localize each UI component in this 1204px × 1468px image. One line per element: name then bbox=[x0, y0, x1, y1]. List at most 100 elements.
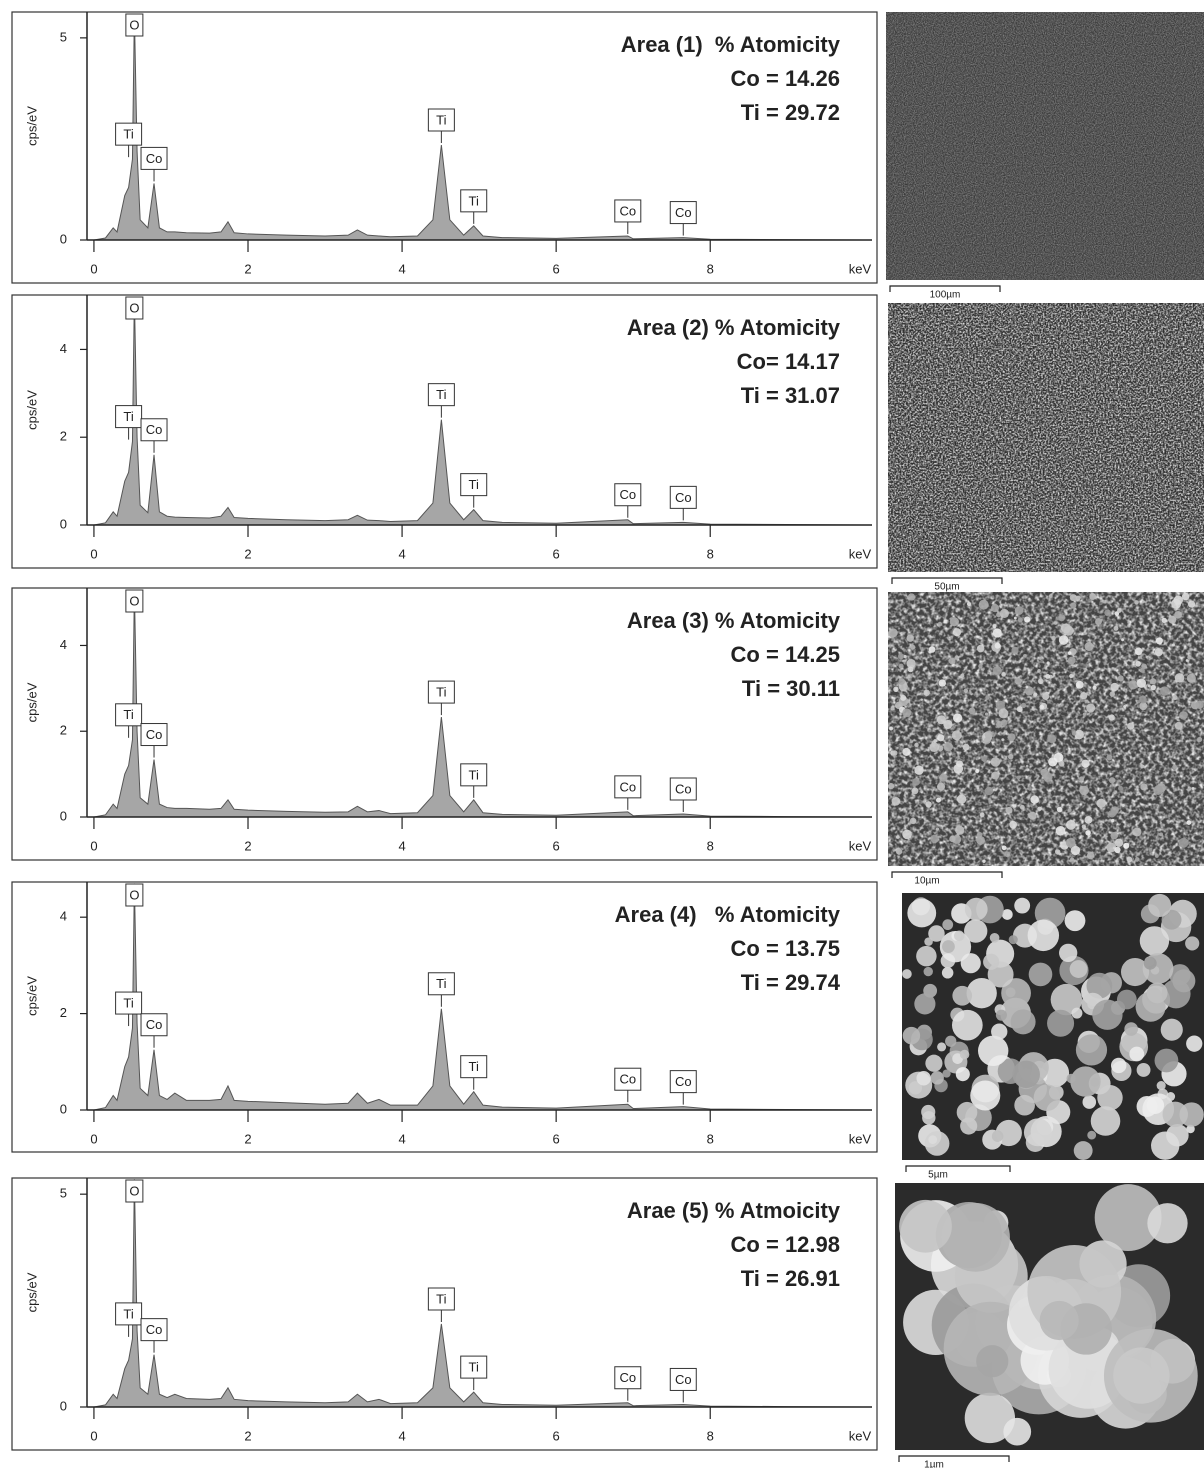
particle bbox=[937, 734, 945, 742]
particle bbox=[1071, 731, 1077, 736]
peak-label: Co bbox=[619, 487, 636, 502]
peak-box bbox=[460, 189, 488, 213]
particle bbox=[948, 657, 956, 665]
particle bbox=[1012, 1060, 1040, 1089]
particle bbox=[1109, 691, 1116, 697]
x-tick-label: 4 bbox=[398, 261, 405, 276]
peak-label: Co bbox=[619, 1072, 636, 1087]
particle bbox=[1000, 719, 1008, 726]
particle bbox=[949, 835, 956, 843]
x-tick-label: 2 bbox=[244, 1428, 251, 1443]
particle bbox=[1174, 721, 1183, 730]
peak-label: Ti bbox=[436, 1291, 446, 1306]
particle bbox=[1023, 1118, 1052, 1147]
particle bbox=[956, 794, 967, 804]
particle bbox=[1191, 786, 1195, 790]
particle bbox=[1154, 648, 1163, 657]
particle bbox=[979, 812, 985, 818]
particle bbox=[1186, 1124, 1195, 1134]
particle bbox=[959, 1049, 970, 1060]
particle bbox=[964, 919, 988, 943]
particle bbox=[960, 1117, 978, 1135]
particle bbox=[964, 1392, 1016, 1444]
particle bbox=[1140, 783, 1148, 791]
particle bbox=[1039, 704, 1045, 710]
particle bbox=[1003, 1417, 1032, 1446]
particle bbox=[1086, 972, 1113, 999]
particle bbox=[928, 925, 945, 942]
particle bbox=[924, 937, 933, 946]
particle bbox=[1168, 615, 1177, 624]
particle bbox=[888, 782, 895, 790]
particle bbox=[1197, 736, 1203, 743]
image-texture bbox=[886, 12, 1204, 280]
particle bbox=[1045, 674, 1051, 679]
particle bbox=[1110, 682, 1119, 692]
particle bbox=[1028, 787, 1032, 791]
particle bbox=[1155, 637, 1163, 645]
particle bbox=[1070, 845, 1081, 856]
peak-box bbox=[125, 589, 144, 613]
x-tick-label: 4 bbox=[398, 838, 405, 853]
annotation: Ti = 29.72 bbox=[741, 100, 840, 125]
particle bbox=[906, 634, 914, 642]
particle bbox=[928, 646, 936, 653]
peak-box bbox=[427, 680, 455, 704]
peak-box bbox=[125, 1179, 144, 1203]
peak-box bbox=[427, 383, 455, 407]
particle bbox=[1185, 936, 1200, 951]
x-axis-label: keV bbox=[849, 1428, 872, 1443]
particle bbox=[977, 1035, 1009, 1066]
y-tick-label: 4 bbox=[60, 909, 67, 924]
particle bbox=[936, 715, 946, 725]
spectrum-chart: 0 5 0 2 4 6 8 keV cps/eV Area (1) % Atomicity Co =… bbox=[11, 11, 878, 284]
particle bbox=[1051, 635, 1056, 641]
particle bbox=[1161, 617, 1167, 624]
peak-box bbox=[115, 405, 143, 429]
particle bbox=[977, 831, 983, 838]
particle bbox=[1146, 1096, 1165, 1114]
peak-box bbox=[140, 723, 168, 747]
particle bbox=[1013, 616, 1017, 620]
particle bbox=[1139, 702, 1148, 711]
peak-box bbox=[140, 1318, 168, 1342]
particle bbox=[1001, 845, 1007, 851]
particle bbox=[1001, 978, 1031, 1008]
x-tick-label: 6 bbox=[553, 1428, 560, 1443]
particle bbox=[921, 1104, 936, 1120]
particle bbox=[978, 599, 989, 610]
particle bbox=[904, 799, 907, 803]
particle bbox=[909, 817, 917, 825]
particle bbox=[907, 666, 914, 673]
x-tick-label: 4 bbox=[398, 546, 405, 561]
particle bbox=[1096, 798, 1106, 808]
particle bbox=[949, 617, 959, 627]
peak-box bbox=[140, 418, 168, 442]
particle bbox=[1081, 759, 1090, 768]
particle bbox=[966, 601, 972, 607]
peak-label: Co bbox=[146, 151, 163, 166]
particle bbox=[1005, 806, 1013, 814]
x-tick-label: 2 bbox=[244, 1131, 251, 1146]
annotation: Ti = 26.91 bbox=[741, 1266, 840, 1291]
particle bbox=[1058, 635, 1069, 645]
particle bbox=[995, 700, 1005, 710]
particle bbox=[1110, 1057, 1127, 1074]
annotation: Co= 14.17 bbox=[737, 349, 840, 374]
peak-label: O bbox=[129, 887, 139, 902]
particle bbox=[1160, 686, 1170, 696]
particle bbox=[900, 694, 907, 701]
peak-box bbox=[125, 883, 144, 907]
particle bbox=[943, 742, 953, 752]
particle bbox=[902, 1026, 921, 1045]
particle bbox=[984, 712, 989, 716]
particle bbox=[920, 698, 923, 701]
particle bbox=[1016, 706, 1023, 713]
peak-label: Ti bbox=[469, 193, 479, 208]
y-tick-label: 4 bbox=[60, 341, 67, 356]
particle bbox=[1124, 1022, 1138, 1036]
particle bbox=[1117, 675, 1124, 682]
particle bbox=[955, 825, 965, 835]
particle bbox=[1074, 729, 1084, 740]
